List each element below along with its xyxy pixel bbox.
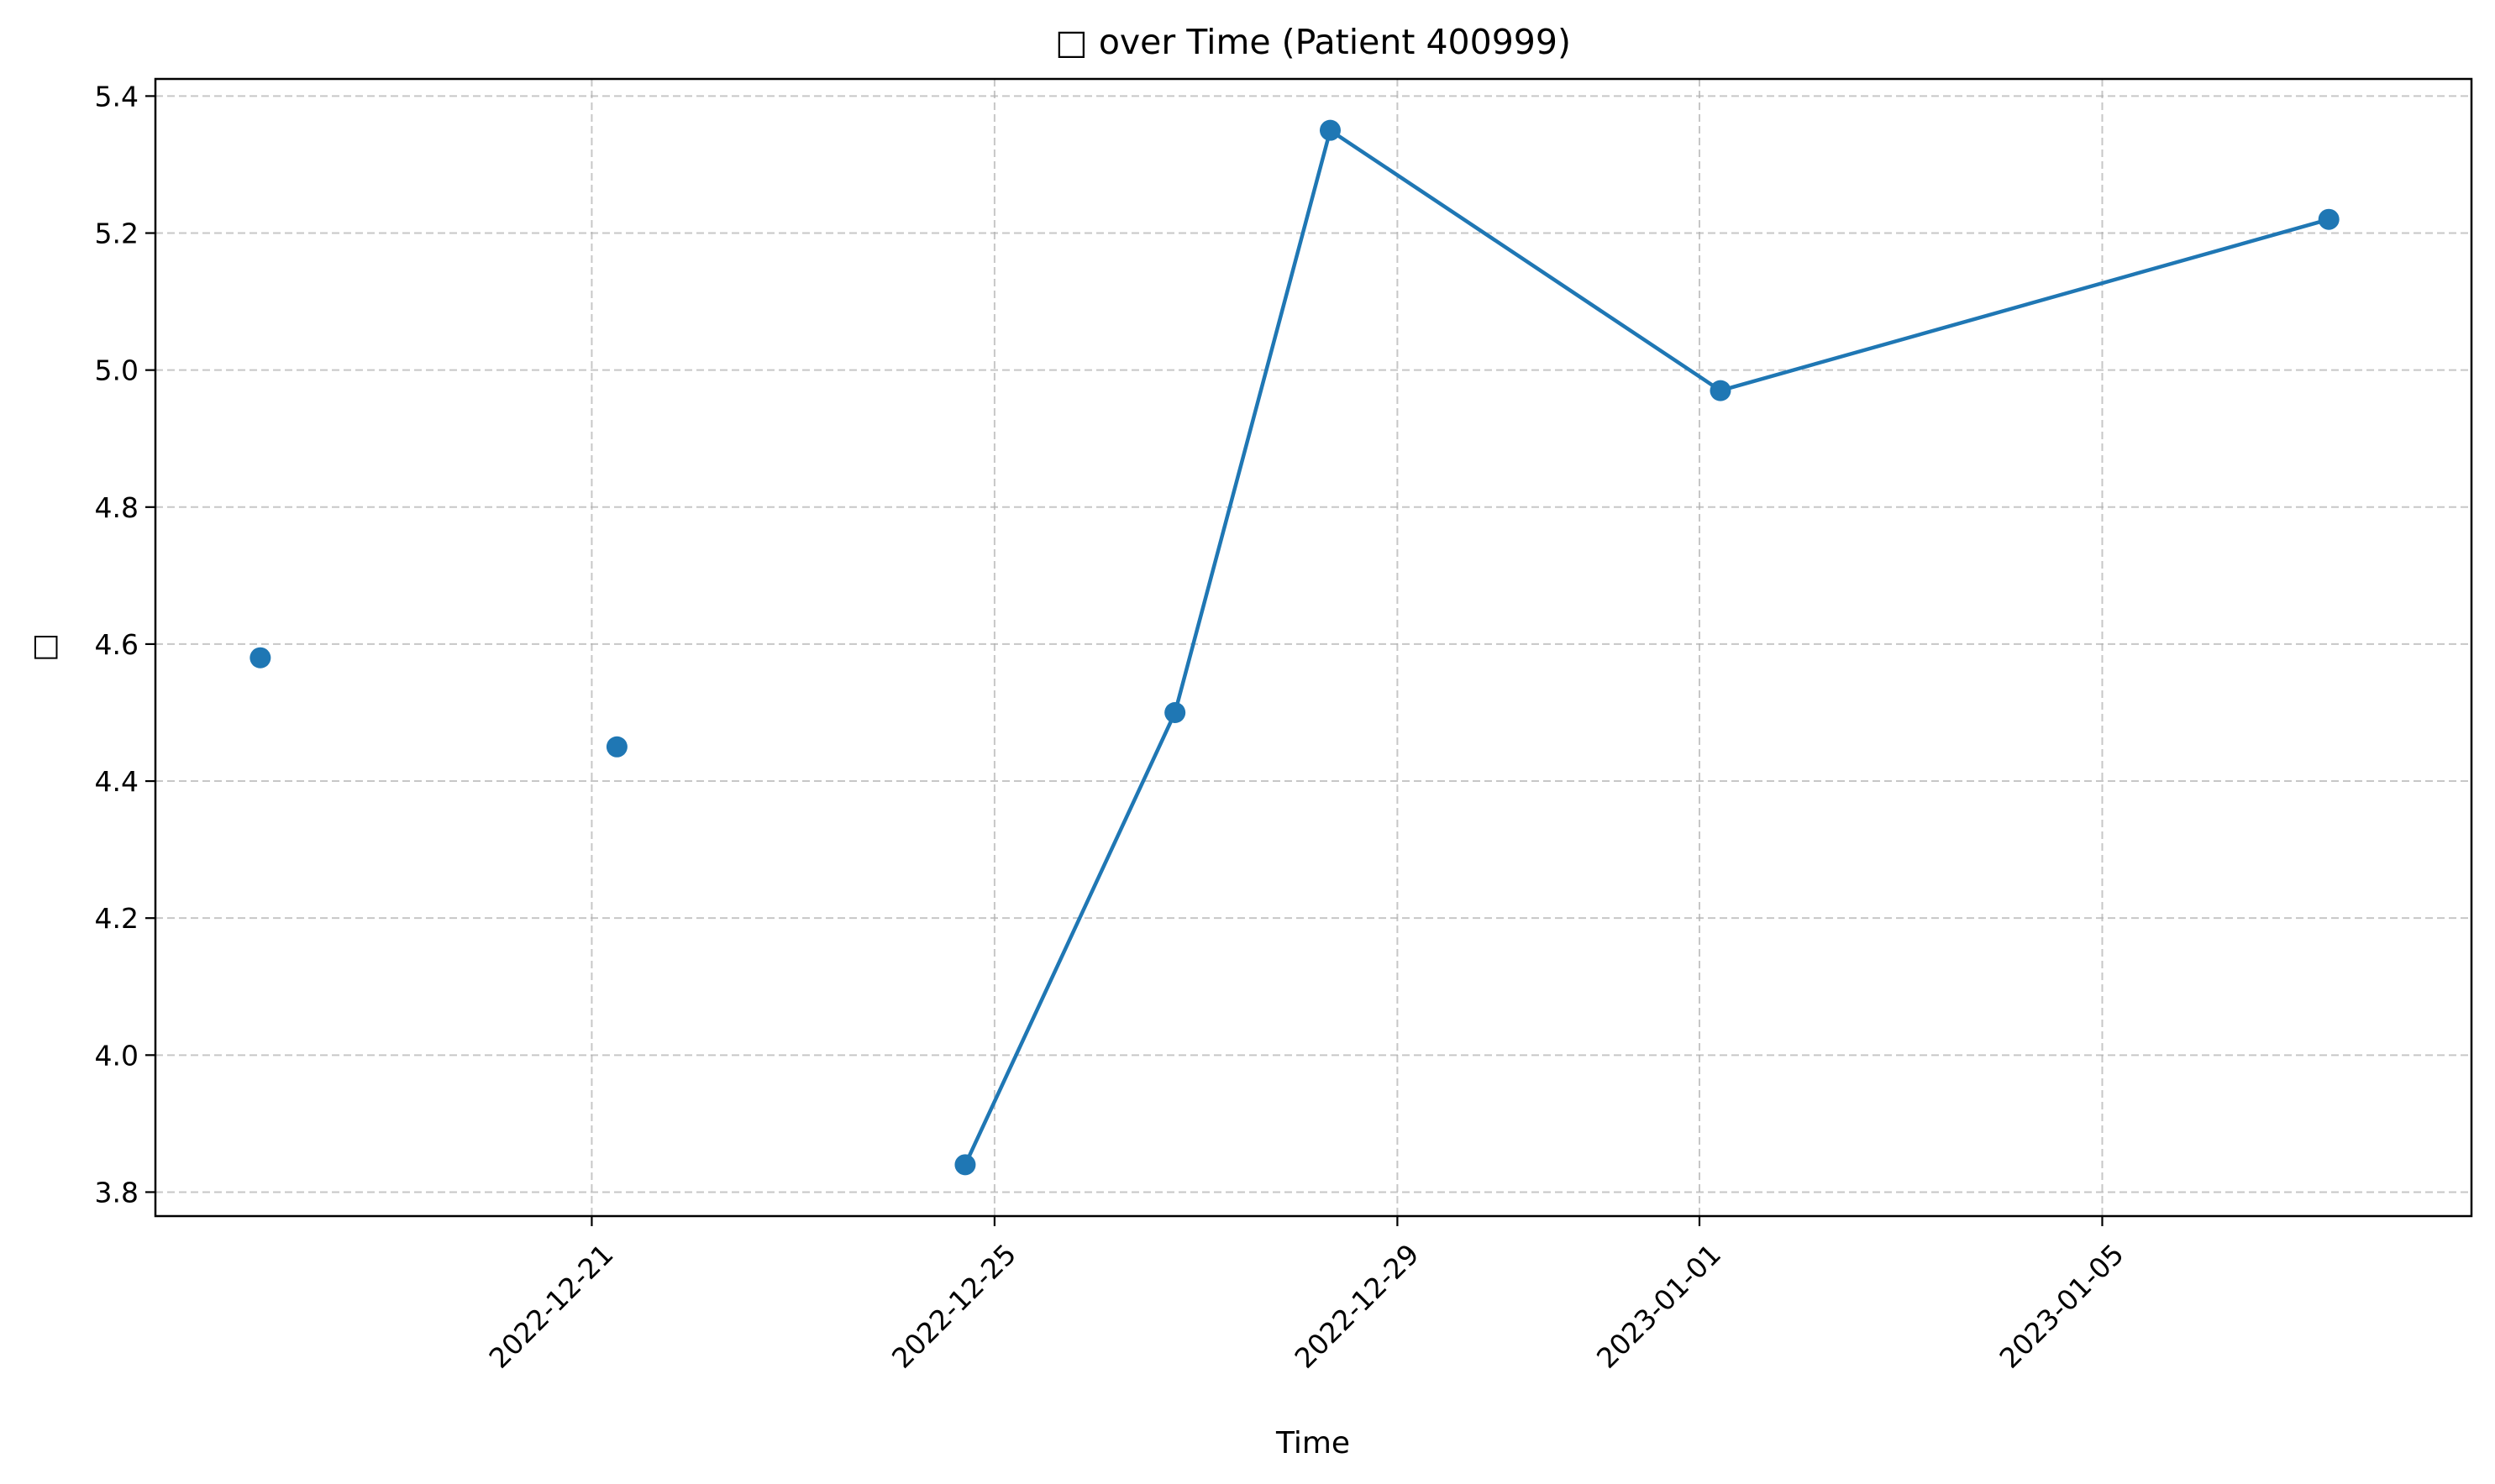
grid-lines [155,79,2471,1216]
chart-title: □ over Time (Patient 400999) [1055,22,1571,62]
y-tick-label: 4.8 [95,491,139,524]
y-tick-label: 4.4 [95,765,139,798]
data-point [250,647,271,669]
data-point [1319,119,1341,141]
data-series [250,119,2340,1176]
x-axis-label: Time [1275,1426,1350,1460]
y-tick-label: 4.0 [95,1039,139,1072]
y-axis-label: □ [27,633,61,662]
y-tick-label: 5.4 [95,80,139,113]
y-tick-label: 5.0 [95,354,139,387]
y-tick-label: 4.6 [95,628,139,661]
data-point [606,736,628,758]
data-point [1710,380,1731,401]
y-tick-label: 3.8 [95,1176,139,1209]
data-point [954,1154,976,1176]
data-point [1164,701,1186,723]
plot-frame [154,77,2473,1218]
y-tick-label: 4.2 [95,902,139,935]
data-point [2318,208,2340,230]
y-tick-label: 5.2 [95,218,139,250]
